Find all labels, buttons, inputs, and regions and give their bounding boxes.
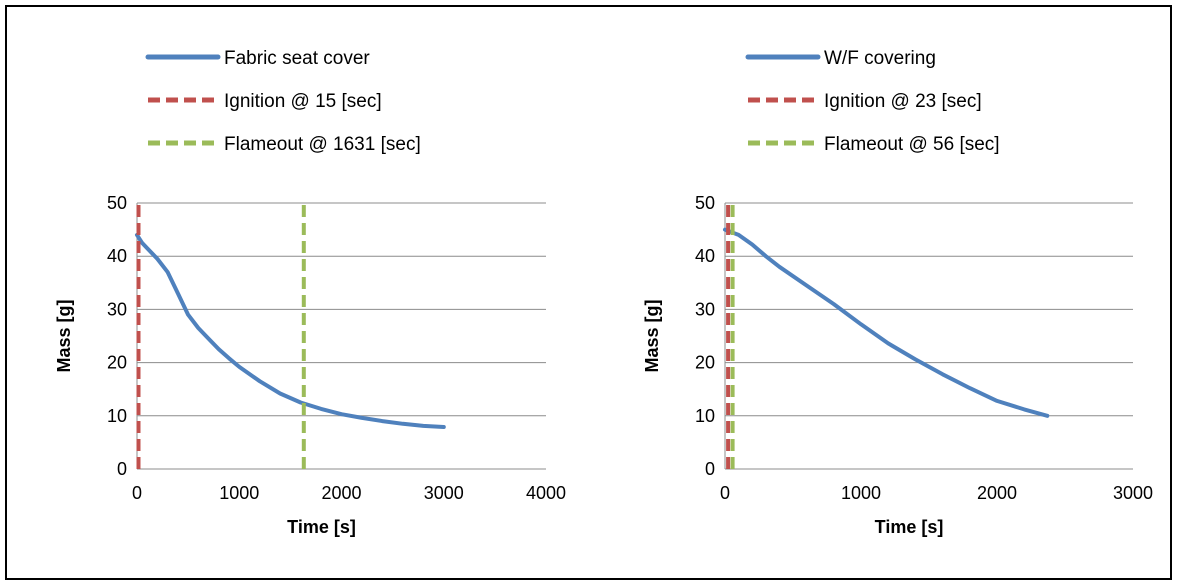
legend-label: Flameout @ 56 [sec] xyxy=(824,134,1000,155)
chart-1: 0 10 20 30 40 50 0 1000 2000 3000 4000 Time [s] Mass… xyxy=(54,48,566,537)
legend-label: Ignition @ 15 [sec] xyxy=(224,91,382,112)
y-tick-label: 0 xyxy=(705,459,715,479)
y-tick-label: 40 xyxy=(107,246,127,266)
legend-label: Flameout @ 1631 [sec] xyxy=(224,134,421,155)
y-tick-label: 30 xyxy=(695,299,715,319)
y-axis-title: Mass [g] xyxy=(642,299,662,372)
figure-border xyxy=(5,5,1172,580)
y-tick-label: 10 xyxy=(695,406,715,426)
legend-label: Ignition @ 23 [sec] xyxy=(824,91,982,112)
y-tick-label: 40 xyxy=(695,246,715,266)
x-tick-label: 1000 xyxy=(841,483,881,503)
y-tick-label: 10 xyxy=(107,406,127,426)
chart-2: 0 10 20 30 40 50 0 1000 2000 3000 Time [s] Mass [g]… xyxy=(642,48,1153,537)
x-tick-label: 2000 xyxy=(321,483,361,503)
legend-label: Fabric seat cover xyxy=(224,48,370,69)
y-tick-label: 20 xyxy=(107,353,127,373)
x-axis-title: Time [s] xyxy=(287,517,356,537)
series-line-1 xyxy=(135,232,446,429)
legend-label: W/F covering xyxy=(824,48,936,69)
x-tick-label: 3000 xyxy=(424,483,464,503)
series-line-1 xyxy=(723,227,1050,418)
y-axis-title: Mass [g] xyxy=(54,299,74,372)
x-tick-label: 1000 xyxy=(219,483,259,503)
y-tick-label: 30 xyxy=(107,299,127,319)
x-tick-label: 3000 xyxy=(1113,483,1153,503)
x-tick-label: 0 xyxy=(132,483,142,503)
x-tick-label: 0 xyxy=(720,483,730,503)
y-tick-label: 20 xyxy=(695,353,715,373)
y-tick-label: 50 xyxy=(107,193,127,213)
x-tick-label: 4000 xyxy=(526,483,566,503)
y-tick-label: 0 xyxy=(117,459,127,479)
x-axis-title: Time [s] xyxy=(875,517,944,537)
x-tick-label: 2000 xyxy=(977,483,1017,503)
y-tick-label: 50 xyxy=(695,193,715,213)
